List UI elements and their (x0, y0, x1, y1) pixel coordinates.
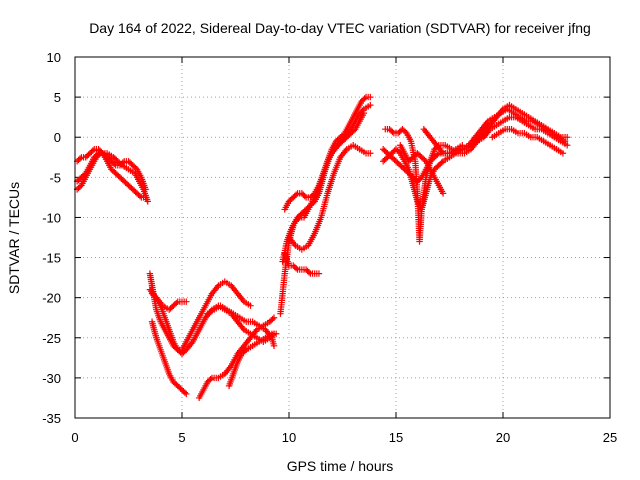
x-tick-label: 20 (496, 430, 510, 445)
x-axis-ticks: 0 5 10 15 20 25 (71, 57, 617, 445)
data-marker-trace (148, 290, 278, 358)
x-tick-label: 5 (178, 430, 185, 445)
y-tick-label: -25 (42, 331, 61, 346)
data-marker-trace (281, 250, 323, 277)
data-track-7 (148, 318, 190, 398)
data-track-14 (281, 101, 374, 213)
x-tick-label: 0 (71, 430, 78, 445)
data-marker-trace (73, 150, 151, 205)
x-tick-label: 15 (389, 430, 403, 445)
data-marker-trace (195, 314, 278, 402)
data-marker-trace (281, 101, 374, 213)
data-marker-trace (397, 142, 447, 197)
data-marker-trace (420, 126, 466, 157)
y-tick-label: -10 (42, 210, 61, 225)
data-track-19 (397, 142, 447, 197)
y-tick-label: 5 (54, 90, 61, 105)
y-axis-label: SDTVAR / TECUs (6, 182, 22, 294)
y-tick-label: -30 (42, 371, 61, 386)
data-marker-trace (148, 318, 190, 398)
data-track-3 (73, 150, 151, 205)
data-track-5 (148, 290, 278, 358)
data-track-21 (489, 126, 567, 157)
y-tick-label: -20 (42, 291, 61, 306)
y-tick-label: 10 (47, 50, 61, 65)
y-axis-ticks: 10 5 0 -5 -10 -15 -20 -25 -30 -35 (42, 50, 610, 426)
data-marker-trace (285, 142, 374, 253)
data-points (73, 93, 571, 402)
data-track-20 (420, 126, 466, 157)
data-track-8 (195, 314, 278, 402)
data-track-10 (204, 302, 278, 349)
data-marker-trace (489, 126, 567, 157)
data-marker-trace (146, 286, 190, 313)
data-track-13 (281, 250, 323, 277)
data-track-6 (146, 286, 190, 313)
grid-lines (75, 57, 610, 418)
y-tick-label: -5 (49, 170, 61, 185)
y-tick-label: 0 (54, 130, 61, 145)
plot-frame (74, 56, 611, 419)
chart-title: Day 164 of 2022, Sidereal Day-to-day VTE… (89, 20, 591, 36)
y-tick-label: -15 (42, 251, 61, 266)
y-tick-label: -35 (42, 411, 61, 426)
data-track-15 (285, 142, 374, 253)
data-marker-trace (204, 302, 278, 349)
x-tick-label: 25 (603, 430, 617, 445)
x-tick-label: 10 (282, 430, 296, 445)
x-axis-label: GPS time / hours (287, 458, 394, 474)
